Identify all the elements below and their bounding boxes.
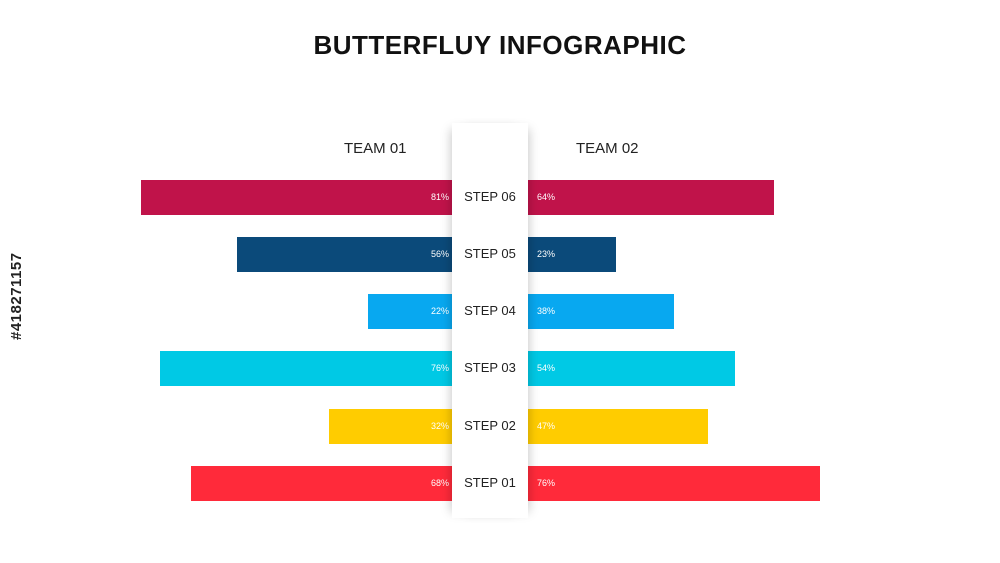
bar-team-02-step-03: 54% xyxy=(528,351,736,387)
bar-team-02-step-06: 64% xyxy=(528,179,774,215)
value-label-team-02: 64% xyxy=(537,191,556,202)
value-label-team-01: 76% xyxy=(430,363,449,374)
bar-team-01-step-02: 32% xyxy=(329,408,452,444)
value-label-team-02: 54% xyxy=(537,363,556,374)
bar-team-01-step-05: 56% xyxy=(236,236,452,272)
step-label-step-05: STEP 05 xyxy=(464,245,516,261)
series-label-team-01: TEAM 01 xyxy=(344,140,407,157)
bar-team-02-step-05: 23% xyxy=(528,236,617,272)
step-label-step-02: STEP 02 xyxy=(464,417,516,433)
bar-team-01-step-01: 68% xyxy=(190,466,452,501)
bar-team-02-step-04: 38% xyxy=(528,294,674,330)
value-label-team-01: 81% xyxy=(430,191,449,202)
chart-title: BUTTERFLUY INFOGRAPHIC xyxy=(313,30,687,60)
series-label-team-02: TEAM 02 xyxy=(576,140,639,157)
value-label-team-01: 68% xyxy=(430,478,449,488)
step-column xyxy=(452,123,528,518)
bar-team-02-step-01: 76% xyxy=(528,466,820,501)
value-label-team-02: 23% xyxy=(537,248,556,259)
value-label-team-02: 47% xyxy=(537,420,556,431)
step-label-step-01: STEP 01 xyxy=(464,475,516,490)
value-label-team-02: 76% xyxy=(537,478,556,488)
value-label-team-02: 38% xyxy=(537,306,556,317)
step-label-step-03: STEP 03 xyxy=(464,360,516,376)
value-label-team-01: 22% xyxy=(430,306,449,317)
bar-team-01-step-04: 22% xyxy=(367,294,452,330)
stock-id-watermark: #418271157 xyxy=(8,252,25,340)
value-label-team-01: 56% xyxy=(430,248,449,259)
bar-team-02-step-02: 47% xyxy=(528,408,709,444)
step-label-step-06: STEP 06 xyxy=(464,188,516,204)
bar-team-01-step-06: 81% xyxy=(140,179,452,215)
step-label-step-04: STEP 04 xyxy=(464,303,516,319)
value-label-team-01: 32% xyxy=(430,420,449,431)
bar-team-01-step-03: 76% xyxy=(160,351,452,387)
